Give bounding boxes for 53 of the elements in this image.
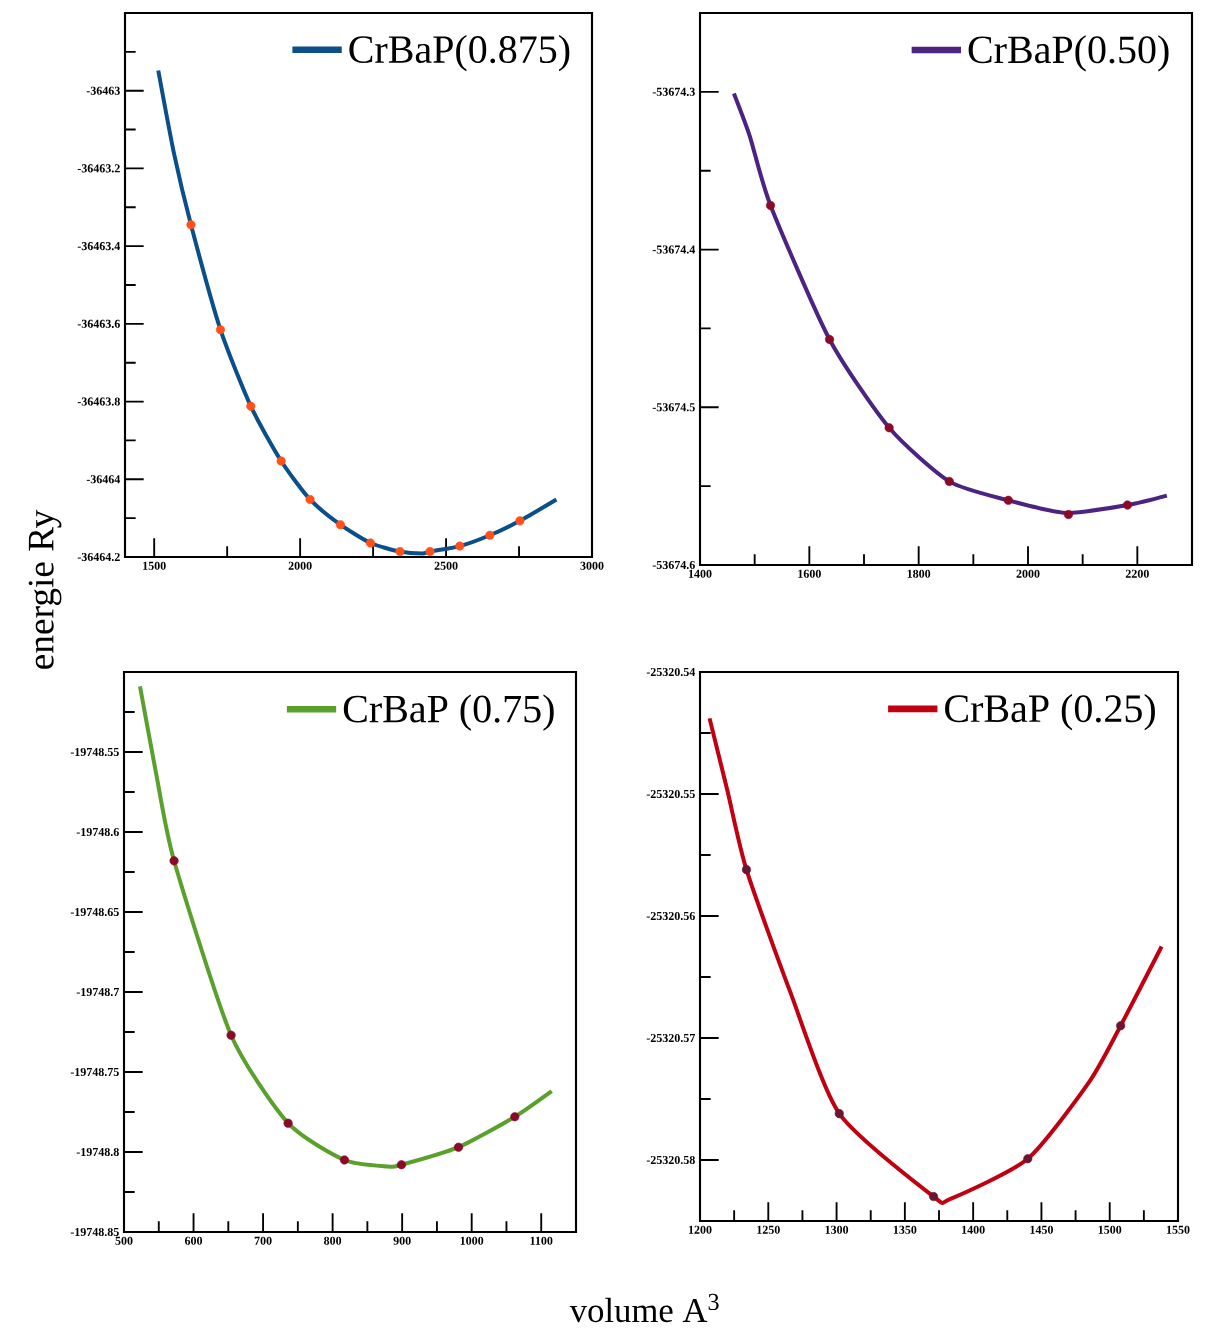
y-tick-label: -53674.4 [652, 245, 696, 254]
y-tick-label: -25320.56 [646, 911, 695, 921]
y-tick-label: -53674.6 [652, 560, 695, 570]
x-tick-label: 1550 [1166, 1225, 1190, 1234]
y-tick-label: -36463.8 [77, 397, 120, 406]
x-tick-label: 500 [115, 1236, 133, 1245]
y-axis-title: energie Ry [28, 509, 62, 669]
legend-label: CrBaP (0.75) [343, 694, 554, 731]
y-tick-label: -19748.8 [76, 1147, 119, 1157]
x-tick-label: 1800 [907, 569, 931, 578]
x-tick-label: 3000 [580, 561, 604, 570]
y-tick-label: -19748.85 [70, 1227, 119, 1237]
x-tick-label: 600 [184, 1236, 203, 1245]
y-tick-label: -25320.54 [646, 667, 696, 677]
x-tick-label: 1250 [757, 1225, 780, 1234]
x-tick-label: 1000 [460, 1236, 484, 1245]
y-tick-label: -19748.65 [70, 907, 119, 917]
x-tick-label: 800 [324, 1236, 342, 1245]
y-tick-label: -53674.3 [652, 87, 695, 96]
y-tick-label: -19748.75 [70, 1067, 119, 1077]
y-tick-label: -53674.5 [652, 403, 695, 412]
y-tick-label: -36463.4 [77, 242, 121, 251]
y-tick-label: -36464.2 [77, 552, 120, 562]
y-tick-label: -36463 [86, 86, 120, 95]
x-tick-label: 2000 [1016, 569, 1040, 578]
x-tick-label: 1500 [143, 561, 166, 570]
x-tick-label: 1600 [798, 569, 821, 578]
x-tick-label: 1500 [1098, 1225, 1122, 1234]
y-tick-label: -19748.55 [70, 747, 119, 757]
x-tick-label: 1450 [1030, 1225, 1053, 1234]
y-tick-label: -25320.55 [646, 789, 695, 799]
legend-label: CrBaP (0.25) [945, 694, 1155, 731]
y-tick-label: -19748.7 [76, 987, 119, 997]
y-tick-label: -25320.58 [646, 1155, 695, 1165]
x-axis-title: volume A$^{3}$ [569, 1293, 719, 1323]
x-tick-label: 2000 [288, 561, 312, 570]
x-tick-label: 2200 [1125, 569, 1149, 578]
x-tick-label: 700 [254, 1236, 272, 1245]
x-tick-label: 900 [393, 1236, 411, 1245]
y-tick-label: -36464 [86, 475, 121, 484]
x-tick-label: 2500 [434, 561, 458, 570]
legend-label: CrBaP(0.875) [349, 34, 570, 72]
y-tick-label: -25320.57 [646, 1033, 696, 1043]
y-tick-label: -36463.6 [77, 319, 120, 328]
legend-label: CrBaP(0.50) [968, 35, 1169, 72]
y-tick-label: -36463.2 [77, 164, 120, 173]
x-tick-label: 1400 [962, 1225, 985, 1234]
x-tick-label: 1300 [825, 1225, 849, 1234]
x-tick-label: 1100 [530, 1236, 553, 1245]
y-tick-label: -19748.6 [76, 827, 119, 837]
x-tick-label: 1200 [688, 1225, 712, 1234]
x-tick-label: 1350 [893, 1225, 917, 1234]
x-tick-label: 1400 [688, 569, 712, 578]
